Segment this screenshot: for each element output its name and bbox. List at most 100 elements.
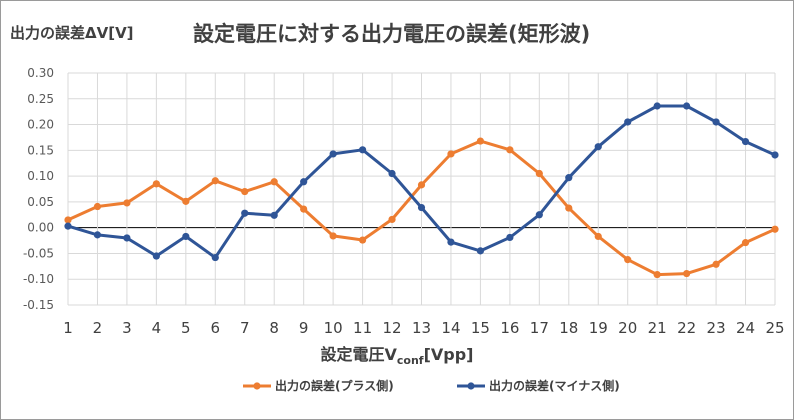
x-tick-label: 8	[269, 319, 279, 337]
x-tick-label: 2	[93, 319, 103, 337]
data-point-series-1	[624, 256, 632, 264]
data-point-series-2	[712, 118, 720, 126]
data-point-series-2	[93, 231, 102, 239]
x-tick-label: 20	[618, 319, 637, 337]
data-point-series-1	[535, 169, 543, 178]
data-point-series-1	[565, 204, 573, 212]
data-point-series-1	[182, 197, 190, 205]
data-point-series-2	[741, 137, 750, 146]
data-point-series-2	[182, 232, 190, 241]
data-point-series-1	[300, 205, 308, 213]
x-tick-label: 17	[530, 319, 549, 337]
data-point-series-2	[506, 233, 514, 242]
x-tick-label: 1	[63, 319, 73, 337]
x-tick-label: 22	[677, 319, 696, 337]
data-point-series-2	[771, 151, 779, 159]
y-axis-label: 出力の誤差ΔV[V]	[10, 24, 134, 42]
x-tick-label: 25	[765, 319, 784, 337]
data-point-series-2	[594, 143, 602, 151]
legend-swatch-marker	[253, 382, 261, 390]
data-point-series-2	[624, 118, 632, 126]
data-point-series-1	[329, 232, 337, 240]
data-point-series-2	[447, 238, 455, 246]
x-tick-label: 18	[559, 319, 578, 337]
data-point-series-2	[241, 209, 249, 217]
data-point-series-2	[683, 102, 691, 110]
y-tick-label: 0.20	[27, 118, 54, 132]
x-tick-label: 3	[122, 319, 132, 337]
x-tick-label: 5	[181, 319, 191, 337]
x-tick-label: 23	[707, 319, 726, 337]
data-point-series-2	[123, 234, 131, 242]
x-tick-label: 19	[589, 319, 608, 337]
legend-label: 出力の誤差(マイナス側)	[489, 378, 620, 393]
data-point-series-1	[241, 187, 249, 196]
data-point-series-2	[565, 174, 573, 182]
data-point-series-2	[388, 169, 396, 178]
data-point-series-1	[388, 215, 396, 224]
data-point-series-2	[211, 253, 219, 262]
y-tick-label: 0.05	[27, 195, 54, 209]
data-point-series-1	[270, 178, 278, 186]
y-tick-label: -0.05	[23, 246, 54, 260]
legend-swatch-marker	[467, 382, 475, 390]
y-tick-labels: 0.30 0.25 0.20 0.15 0.10 0.05 0.00 -0.05 -0.10 -0…	[23, 66, 54, 312]
x-tick-label: 10	[324, 319, 343, 337]
x-tick-label: 9	[299, 319, 309, 337]
data-point-series-1	[447, 150, 455, 158]
y-tick-label: -0.15	[23, 298, 54, 312]
y-tick-label: 0.10	[27, 169, 54, 183]
x-tick-label: 12	[382, 319, 401, 337]
data-point-series-1	[594, 232, 602, 241]
data-point-series-1	[417, 181, 426, 189]
x-tick-label: 11	[353, 319, 372, 337]
x-tick-label: 4	[152, 319, 162, 337]
data-point-series-2	[653, 102, 661, 110]
data-point-series-2	[358, 146, 367, 154]
data-point-series-2	[535, 211, 543, 219]
chart-title: 設定電圧に対する出力電圧の誤差(矩形波)	[193, 22, 591, 46]
data-point-series-1	[358, 236, 367, 244]
data-point-series-2	[152, 252, 160, 260]
data-point-series-2	[329, 150, 337, 158]
x-tick-label: 21	[648, 319, 667, 337]
data-point-series-1	[211, 177, 219, 185]
x-axis-label-subscript: conf	[397, 354, 424, 367]
x-axis-label-unit: [Vpp]	[424, 345, 474, 364]
data-point-series-1	[93, 202, 102, 211]
x-tick-labels: 1 2 3 4 5 6 7 8 9 10 11 12 13 14 15 16 17 18 19 20 21 22 23 24 2…	[63, 319, 784, 337]
data-point-series-1	[741, 239, 750, 247]
x-tick-label: 14	[441, 319, 460, 337]
legend: 出力の誤差(プラス側) 出力の誤差(マイナス側)	[243, 378, 620, 393]
x-tick-label: 6	[211, 319, 221, 337]
x-axis-label-main: 設定電圧V	[320, 345, 397, 364]
x-tick-label: 16	[500, 319, 519, 337]
data-point-series-2	[300, 178, 308, 186]
data-point-series-1	[653, 270, 661, 279]
data-series	[64, 102, 779, 279]
gridlines	[67, 72, 776, 306]
legend-label: 出力の誤差(プラス側)	[275, 378, 394, 393]
data-point-series-2	[270, 211, 278, 219]
y-tick-label: 0.25	[27, 92, 54, 106]
data-point-series-2	[476, 247, 485, 255]
data-point-series-1	[506, 146, 514, 154]
x-axis-label: 設定電圧Vconf[Vpp]	[320, 345, 473, 367]
y-tick-label: 0.30	[27, 66, 54, 80]
x-tick-label: 13	[412, 319, 431, 337]
data-point-series-1	[683, 269, 691, 278]
y-tick-label: 0.00	[27, 221, 54, 235]
data-point-series-1	[64, 216, 72, 224]
x-tick-label: 15	[471, 319, 490, 337]
data-point-series-1	[771, 225, 779, 233]
data-point-series-2	[417, 203, 426, 212]
data-point-series-2	[64, 222, 72, 230]
x-tick-label: 24	[736, 319, 755, 337]
x-tick-label: 7	[240, 319, 250, 337]
data-point-series-1	[152, 180, 160, 188]
y-tick-label: -0.10	[23, 272, 54, 286]
data-point-series-1	[476, 137, 485, 145]
data-point-series-1	[712, 260, 720, 268]
